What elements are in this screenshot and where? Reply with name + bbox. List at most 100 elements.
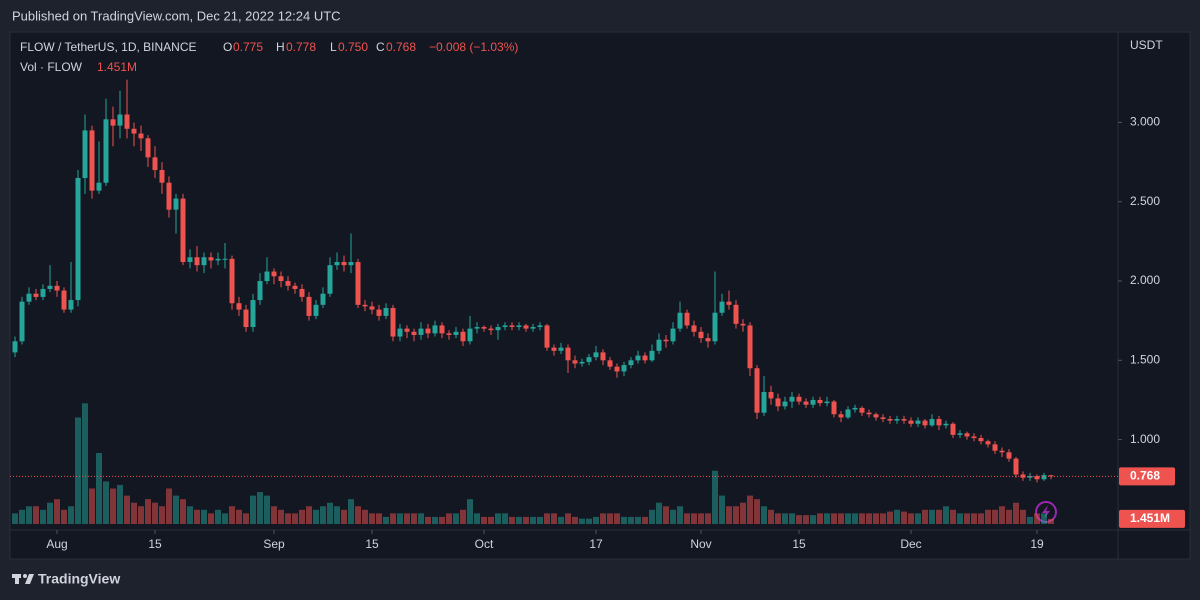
candle-body: [621, 365, 627, 372]
candle-body: [411, 331, 417, 335]
candle-body: [656, 339, 662, 351]
volume-bar: [950, 509, 956, 524]
x-tick-label: 15: [365, 537, 379, 551]
volume-bar: [628, 516, 634, 524]
candle-body: [894, 418, 900, 421]
candle-body: [54, 285, 60, 291]
volume-bar: [530, 516, 536, 524]
volume-bar: [355, 506, 361, 524]
candle-body: [243, 309, 249, 328]
volume-bar: [838, 513, 844, 524]
logo-part: [15, 574, 19, 584]
candle-body: [810, 399, 816, 405]
candle-body: [1013, 458, 1019, 475]
candle-body: [817, 399, 823, 404]
volume-bar: [761, 506, 767, 524]
volume-bar: [726, 506, 732, 524]
volume-bar: [61, 509, 67, 524]
volume-bar: [152, 502, 158, 524]
last-price-box: [1119, 467, 1175, 486]
volume-bar: [1034, 513, 1040, 524]
candle-body: [957, 433, 963, 435]
candle-body: [166, 182, 172, 210]
volume-bar: [635, 516, 641, 524]
candle-body: [684, 312, 690, 326]
candle-body: [390, 307, 396, 337]
candle-body: [355, 262, 361, 305]
volume-bar: [523, 516, 529, 524]
candle-body: [803, 401, 809, 405]
volume-bar: [26, 506, 32, 524]
volume-bar: [929, 509, 935, 524]
volume-bar: [397, 513, 403, 524]
volume-bar: [782, 513, 788, 524]
volume-bar: [670, 509, 676, 524]
candle-body: [138, 133, 144, 139]
legend-change: −0.008 (−1.03%): [429, 40, 518, 54]
x-tick-label: Aug: [46, 537, 67, 551]
volume-bar: [607, 513, 613, 524]
candle-body: [572, 360, 578, 364]
volume-bar: [145, 499, 151, 524]
volume-bar: [565, 513, 571, 524]
volume-bar: [40, 509, 46, 524]
volume-bar: [194, 509, 200, 524]
candle-body: [369, 306, 375, 310]
volume-bar: [495, 513, 501, 524]
volume-bar: [243, 513, 249, 524]
volume-bar: [586, 518, 592, 524]
last-volume-box: [1119, 509, 1185, 528]
volume-bar: [138, 506, 144, 524]
candle-body: [943, 423, 949, 426]
candle-body: [852, 407, 858, 410]
candle-body: [768, 392, 774, 399]
volume-bar: [614, 513, 620, 524]
legend-c-label: C: [376, 40, 385, 54]
candle-body: [992, 444, 998, 451]
chart-pane: [9, 31, 1191, 560]
volume-bar: [677, 506, 683, 524]
candle-body: [635, 355, 641, 361]
candle-body: [250, 300, 256, 328]
candle-body: [677, 312, 683, 329]
volume-bar: [187, 506, 193, 524]
volume-bar: [75, 417, 81, 524]
y-tick-label: 1.000: [1130, 432, 1160, 446]
volume-bar: [131, 502, 137, 524]
legend-low: 0.750: [338, 40, 368, 54]
candle-body: [698, 331, 704, 339]
legend-volume: 1.451M: [97, 60, 137, 74]
volume-bar: [488, 516, 494, 524]
lightning-bolt: [1042, 505, 1050, 519]
volume-bar: [47, 502, 53, 524]
volume-bar: [698, 513, 704, 524]
volume-bar: [320, 506, 326, 524]
volume-bar: [1048, 518, 1054, 524]
candle-body: [754, 368, 760, 413]
candle-body: [530, 327, 536, 329]
candle-body: [159, 170, 165, 183]
candle-body: [999, 450, 1005, 453]
volume-bar: [446, 513, 452, 524]
volume-bar: [278, 509, 284, 524]
candle-body: [579, 361, 585, 364]
candle-body: [523, 325, 529, 329]
candle-body: [229, 258, 235, 304]
volume-bar: [33, 506, 39, 524]
volume-bar: [292, 513, 298, 524]
candle-body: [131, 128, 137, 134]
candle-body: [264, 271, 270, 282]
x-tick-label: Nov: [690, 537, 711, 551]
volume-bar: [425, 516, 431, 524]
candle-body: [824, 401, 830, 404]
legend-volume-name: Vol · FLOW: [20, 60, 83, 74]
volume-bar: [964, 513, 970, 524]
candle-body: [544, 325, 550, 348]
candle-body: [712, 312, 718, 342]
candle-body: [124, 114, 130, 129]
legend-open: 0.775: [233, 40, 263, 54]
volume-bar: [19, 509, 25, 524]
volume-bar: [740, 502, 746, 524]
candle-body: [670, 328, 676, 342]
volume-bar: [306, 506, 312, 524]
